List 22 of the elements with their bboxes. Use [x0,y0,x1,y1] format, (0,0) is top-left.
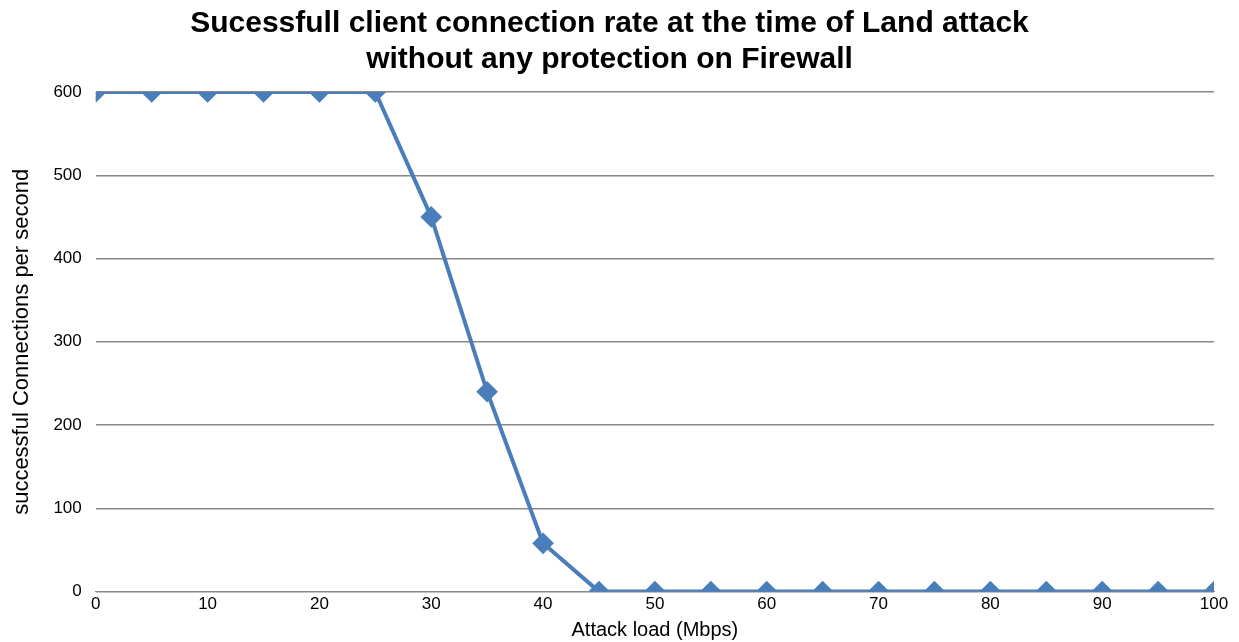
x-tick-label: 30 [421,594,441,614]
text: Sucessfull client connection rate at the time of Land attack [190,5,1029,39]
text: without any protection on Firewall [366,41,853,75]
y-tick-label: 0 [72,581,82,601]
x-tick-label: 60 [757,594,777,614]
x-tick-label: 10 [198,594,218,614]
x-tick-label: 20 [309,594,329,614]
y-tick-label: 400 [53,248,82,268]
y-tick-label: 300 [53,331,82,351]
x-tick-label: 80 [980,594,1000,614]
y-tick-label: 600 [53,81,82,101]
x-tick-label: 100 [1199,594,1229,614]
x-tick-label: 90 [1092,594,1112,614]
x-tick-label: 0 [91,594,101,614]
y-tick-label: 200 [53,414,82,434]
y-tick-label: 500 [53,164,82,184]
y-tick-label: 100 [53,498,82,518]
x-tick-label: 50 [645,594,665,614]
x-axis-title: Attack load (Mbps) [571,617,739,640]
x-tick-label: 40 [533,594,553,614]
x-tick-label: 70 [869,594,888,614]
y-axis-title: successful Connections per second [8,168,34,515]
